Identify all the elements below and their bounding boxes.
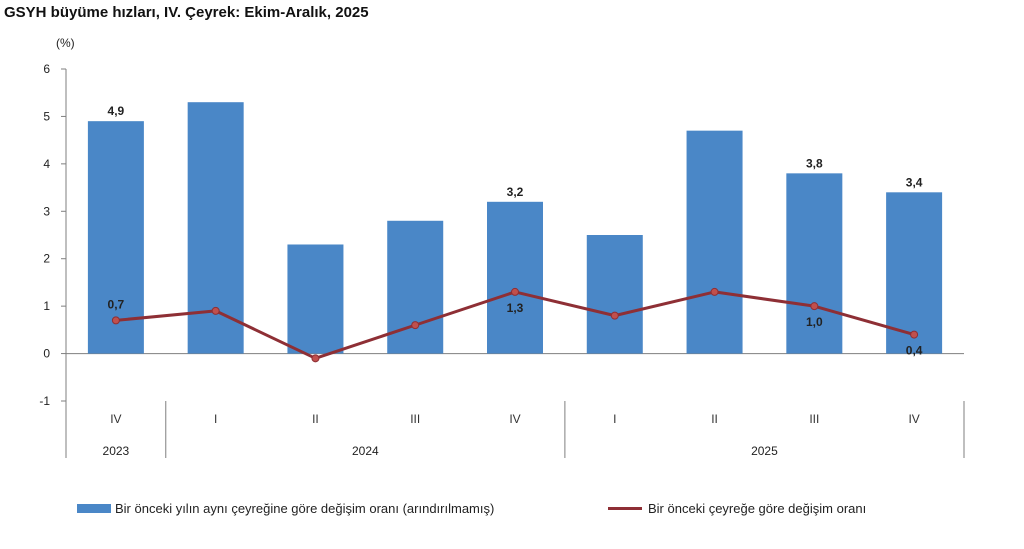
- line-point: [710, 287, 719, 296]
- line-series: [111, 287, 919, 363]
- line-point: [211, 306, 220, 315]
- quarter-label: IV: [908, 412, 919, 426]
- data-labels: 4,9 3,2 3,8 3,4 0,7 1,3 1,0 0,4: [108, 104, 923, 357]
- quarter-label: I: [214, 412, 217, 426]
- y-tick-label: 0: [43, 347, 50, 361]
- line-point: [411, 321, 420, 330]
- line-point: [910, 330, 919, 339]
- bar-data-label: 3,8: [806, 156, 823, 170]
- bar: [586, 235, 643, 354]
- line-point: [111, 316, 120, 325]
- year-label: 2025: [751, 444, 778, 458]
- year-label: 2024: [352, 444, 379, 458]
- chart-title: GSYH büyüme hızları, IV. Çeyrek: Ekim-Ar…: [4, 4, 369, 21]
- y-tick-label: 5: [43, 109, 50, 123]
- legend-line-swatch: [608, 507, 642, 510]
- axes: -1 0 1 2 3 4 5 6: [39, 62, 964, 408]
- quarter-label: IV: [110, 412, 121, 426]
- legend-bar-label: Bir önceki yılın aynı çeyreğine göre değ…: [115, 501, 495, 516]
- y-tick-label: 3: [43, 204, 50, 218]
- y-tick-label: 2: [43, 252, 50, 266]
- line-point: [610, 311, 619, 320]
- legend-line-label: Bir önceki çeyreğe göre değişim oranı: [648, 501, 867, 516]
- bar: [87, 121, 144, 354]
- bar-data-label: 3,4: [906, 175, 923, 189]
- y-tick-label: 4: [43, 157, 50, 171]
- bar: [686, 130, 743, 354]
- quarter-label: IV: [509, 412, 520, 426]
- bar-data-label: 3,2: [507, 185, 524, 199]
- legend-item-bar: Bir önceki yılın aynı çeyreğine göre değ…: [77, 501, 494, 516]
- bar: [487, 201, 543, 354]
- y-tick-label: 6: [43, 62, 50, 76]
- line-point: [311, 354, 320, 363]
- y-tick-label: -1: [39, 394, 50, 408]
- bar: [387, 220, 444, 354]
- quarter-label: II: [312, 412, 319, 426]
- bars: [87, 102, 943, 354]
- bar-data-label: 4,9: [108, 104, 125, 118]
- bar: [187, 102, 244, 354]
- line-data-label: 0,4: [906, 344, 923, 358]
- bar: [786, 173, 843, 354]
- line-data-label: 1,0: [806, 315, 823, 329]
- quarter-label: III: [809, 412, 819, 426]
- quarter-label: II: [711, 412, 718, 426]
- legend-bar-swatch: [77, 504, 111, 513]
- line-point: [810, 302, 819, 311]
- legend-item-line: Bir önceki çeyreğe göre değişim oranı: [608, 501, 866, 516]
- line-data-label: 0,7: [108, 297, 125, 311]
- bar: [886, 192, 943, 354]
- year-label: 2023: [103, 444, 130, 458]
- y-tick-label: 1: [43, 299, 50, 313]
- quarter-label: III: [410, 412, 420, 426]
- bar: [287, 244, 344, 354]
- line-data-label: 1,3: [507, 301, 524, 315]
- line-point: [511, 287, 519, 296]
- y-unit-label: (%): [56, 36, 75, 50]
- quarter-label: I: [613, 412, 616, 426]
